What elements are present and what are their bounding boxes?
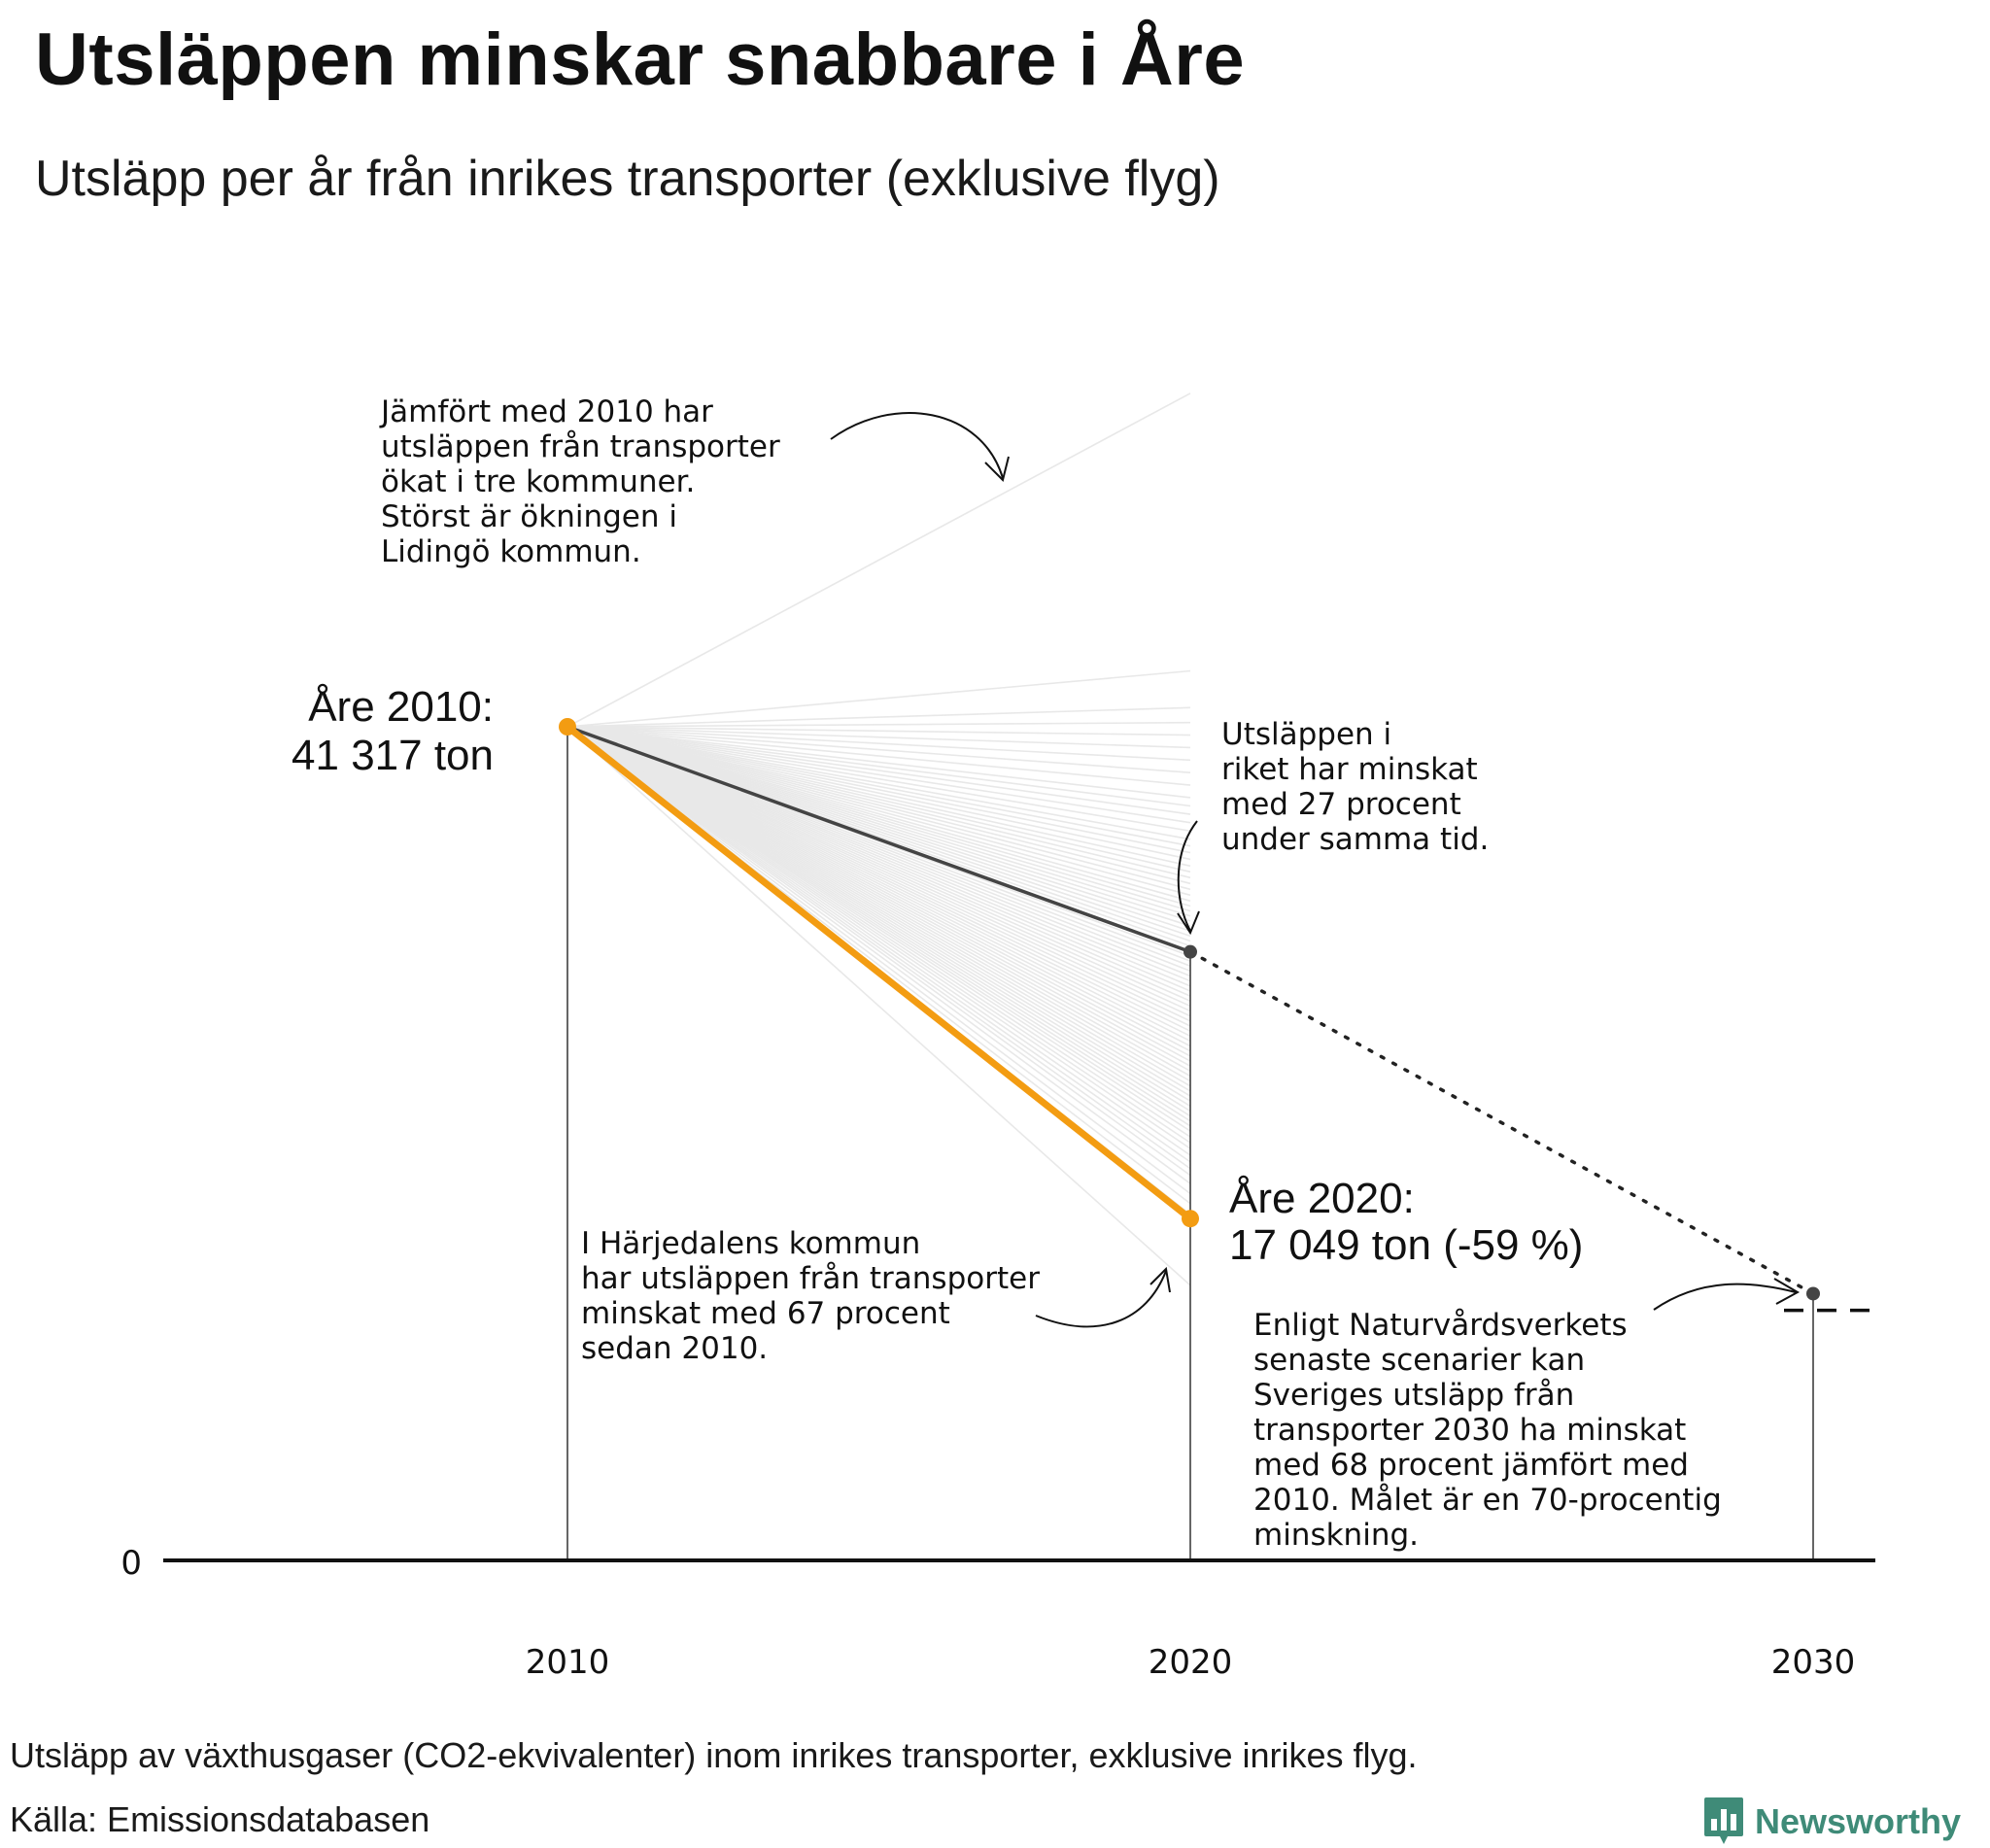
- annotation-national: Utsläppen i riket har minskat med 27 proce…: [1221, 717, 1489, 857]
- municipality-line: [566, 726, 1191, 868]
- label-are-2020-line: Åre 2020:: [1229, 1175, 1415, 1222]
- municipality-line: [566, 726, 1191, 907]
- national-line: [566, 725, 1191, 954]
- chart-title: Utsläppen minskar snabbare i Åre: [35, 18, 1246, 101]
- label-are-2010-line: 41 317 ton: [292, 732, 494, 779]
- annotation-harjedalen: I Härjedalens kommun har utsläppen från t…: [581, 1226, 1040, 1366]
- arrow-increase: [830, 412, 1004, 479]
- municipality-line: [566, 726, 1191, 807]
- municipality-line: [566, 721, 1191, 728]
- annotation-target-line: Sveriges utsläpp från: [1253, 1378, 1574, 1413]
- chart-subtitle: Utsläpp per år från inrikes transporter …: [35, 151, 1220, 207]
- bar-chart-icon: [1704, 1797, 1743, 1844]
- annotation-national-line: riket har minskat: [1221, 752, 1478, 787]
- arrow-national-head: [1177, 910, 1200, 936]
- label-are-2010: Åre 2010: 41 317 ton: [292, 683, 494, 779]
- annotation-target-line: Enligt Naturvårdsverkets: [1253, 1308, 1628, 1343]
- municipality-line: [566, 706, 1191, 728]
- annotation-target-line: senaste scenarier kan: [1253, 1343, 1585, 1378]
- x-tick-label: 2020: [1149, 1643, 1233, 1682]
- municipality-line: [566, 726, 1191, 815]
- municipality-line: [566, 726, 1191, 1170]
- municipality-line: [566, 726, 1191, 873]
- municipality-line: [566, 726, 1191, 912]
- municipality-line: [566, 726, 1191, 824]
- annotation-national-line: med 27 procent: [1221, 787, 1461, 822]
- annotation-national-line: Utsläppen i: [1221, 717, 1391, 752]
- municipality-line: [566, 726, 1191, 799]
- municipality-line: [566, 726, 1191, 879]
- annotation-increase-line: Lidingö kommun.: [381, 534, 641, 569]
- annotation-harjedalen-line: I Härjedalens kommun: [581, 1226, 920, 1261]
- annotation-increase-line: Störst är ökningen i: [381, 499, 677, 534]
- municipality-line: [566, 726, 1191, 891]
- are-line: [564, 723, 1194, 1222]
- municipality-line: [566, 726, 1191, 922]
- logo-text: Newsworthy: [1755, 1801, 1962, 1841]
- annotation-harjedalen-line: minskat med 67 procent: [581, 1296, 950, 1331]
- annotation-increase-line: utsläppen från transporter: [381, 429, 780, 464]
- municipality-line: [566, 726, 1191, 1184]
- annotation-target-line: transporter 2030 ha minskat: [1253, 1413, 1686, 1448]
- annotation-increase-line: ökat i tre kommuner.: [381, 464, 695, 499]
- municipality-line: [566, 726, 1191, 861]
- annotation-harjedalen-line: har utsläppen från transporter: [581, 1261, 1040, 1296]
- annotation-target-line: 2010. Målet är en 70-procentig: [1253, 1483, 1722, 1518]
- national-point-2020: [1184, 944, 1197, 959]
- municipality-line: [566, 726, 1191, 1138]
- annotation-target-line: minskning.: [1253, 1518, 1419, 1553]
- municipality-line: [566, 726, 1191, 1149]
- annotation-harjedalen-line: sedan 2010.: [581, 1331, 768, 1366]
- are-point-2010: [559, 718, 576, 736]
- arrow-increase-head: [984, 456, 1010, 482]
- footnote: Utsläpp av växthusgaser (CO2-ekvivalente…: [10, 1735, 1418, 1775]
- municipality-line: [566, 726, 1191, 840]
- arrow-harjedalen-head: [1149, 1266, 1171, 1293]
- annotation-target-line: med 68 procent jämfört med: [1253, 1448, 1689, 1483]
- municipality-line: [566, 726, 1191, 1156]
- newsworthy-logo: Newsworthy: [1702, 1796, 1961, 1848]
- municipality-line: [566, 726, 1191, 1132]
- label-are-2020: Åre 2020: 17 049 ton (-59 %): [1229, 1175, 1583, 1269]
- x-tick-label: 2030: [1771, 1643, 1856, 1682]
- annotation-target: Enligt Naturvårdsverkets senaste scenarie…: [1253, 1308, 1722, 1553]
- arrow-target: [1653, 1283, 1797, 1311]
- municipality-line: [566, 726, 1191, 927]
- municipality-line: [566, 726, 1191, 932]
- national-point-2030: [1806, 1286, 1820, 1301]
- annotation-national-line: under samma tid.: [1221, 822, 1489, 857]
- municipality-line: [566, 726, 1191, 749]
- arrow-national: [1177, 820, 1198, 932]
- x-tick-label: 2010: [526, 1643, 610, 1682]
- y-tick-label: 0: [120, 1544, 142, 1583]
- municipality-line: [566, 726, 1191, 1163]
- source-note: Källa: Emissionsdatabasen: [10, 1799, 430, 1839]
- municipality-line: [566, 726, 1191, 1177]
- municipality-line: [566, 726, 1191, 854]
- municipality-line: [566, 726, 1191, 1144]
- arrow-target-head: [1773, 1278, 1801, 1305]
- are-point-2020: [1182, 1210, 1199, 1228]
- municipality-line: [566, 726, 1191, 917]
- label-are-2020-line: 17 049 ton (-59 %): [1229, 1221, 1583, 1269]
- annotation-increase-line: Jämfört med 2010 har: [379, 394, 713, 429]
- municipality-line: [566, 726, 1191, 736]
- municipality-line: [566, 726, 1191, 938]
- municipality-line: [566, 726, 1191, 833]
- municipality-line: [566, 726, 1191, 897]
- municipality-line: [566, 726, 1191, 847]
- arrow-harjedalen: [1035, 1270, 1167, 1328]
- municipality-line: [566, 726, 1191, 773]
- municipality-line: [566, 726, 1191, 903]
- municipality-line: [566, 726, 1191, 885]
- municipality-line: [566, 726, 1191, 762]
- annotation-increase: Jämfört med 2010 har utsläppen från trans…: [379, 394, 780, 569]
- national-projection-line: [1188, 949, 1815, 1296]
- municipality-line: [566, 393, 1191, 728]
- municipality-line: [566, 726, 1191, 1286]
- municipality-line: [566, 726, 1191, 786]
- municipality-line: [566, 669, 1191, 728]
- label-are-2010-line: Åre 2010:: [308, 683, 494, 731]
